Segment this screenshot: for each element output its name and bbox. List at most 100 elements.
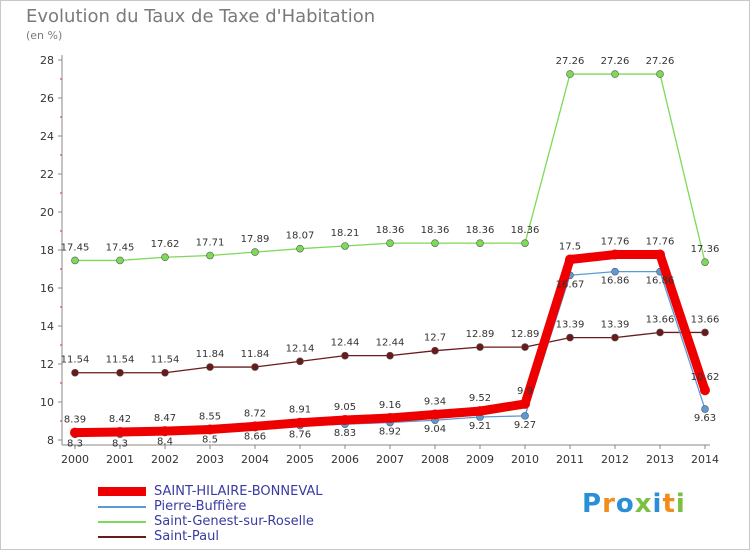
x-tick-label: 2010 (511, 453, 539, 466)
legend-label: SAINT-HILAIRE-BONNEVAL (154, 484, 323, 499)
data-label: 12.44 (376, 338, 405, 349)
data-point (161, 368, 169, 377)
data-point (521, 239, 529, 247)
data-point (700, 385, 710, 396)
data-point (611, 267, 619, 276)
data-point (656, 70, 664, 78)
data-label: 8.55 (199, 412, 221, 423)
y-tick-label: 16 (40, 282, 54, 295)
data-label: 11.54 (61, 355, 90, 366)
data-point (206, 363, 214, 371)
data-point (431, 346, 439, 355)
data-point (341, 351, 349, 360)
chart-title: Evolution du Taux de Taxe d'Habitation (26, 6, 376, 27)
data-label: 8.4 (157, 436, 173, 447)
data-point (251, 363, 259, 371)
data-label: 9.27 (514, 420, 536, 431)
data-point (71, 368, 79, 377)
data-label: 13.39 (601, 320, 630, 331)
data-label: 9.04 (424, 424, 446, 435)
data-label: 12.7 (424, 333, 446, 344)
legend-swatch (98, 505, 146, 508)
data-point (566, 70, 574, 78)
data-label: 27.26 (646, 56, 675, 67)
data-label: 9.05 (334, 402, 356, 413)
legend-label: Saint-Genest-sur-Roselle (154, 514, 314, 529)
data-label: 17.45 (61, 242, 90, 253)
logo-letter: x (634, 489, 653, 519)
x-tick-label: 2007 (376, 453, 404, 466)
data-point (295, 417, 305, 428)
logo-letter: r (602, 489, 616, 519)
logo-letter: P (582, 489, 603, 519)
data-point (385, 412, 395, 423)
chart-subtitle: (en %) (26, 29, 63, 42)
data-label: 9.21 (469, 421, 491, 432)
x-tick-label: 2000 (61, 453, 89, 466)
data-point (701, 405, 709, 413)
data-label: 8.72 (244, 408, 266, 419)
data-label: 18.36 (376, 225, 405, 236)
y-tick-label: 10 (40, 396, 54, 409)
data-point (520, 398, 530, 409)
data-label: 18.21 (331, 228, 360, 239)
x-tick-label: 2003 (196, 453, 224, 466)
legend-swatch (98, 520, 146, 523)
data-point (655, 249, 665, 260)
legend-swatch (98, 487, 146, 496)
data-label: 11.54 (106, 355, 135, 366)
data-label: 8.42 (109, 414, 131, 425)
data-point (341, 242, 349, 250)
logo-letter: t (662, 489, 676, 519)
data-point (566, 333, 574, 342)
x-tick-label: 2012 (601, 453, 629, 466)
data-label: 12.89 (511, 329, 540, 340)
data-label: 8.5 (202, 435, 218, 446)
data-label: 18.07 (286, 231, 315, 242)
data-point (250, 421, 260, 432)
y-tick-label: 20 (40, 206, 54, 219)
data-label: 11.54 (151, 355, 180, 366)
y-tick-label: 14 (40, 320, 54, 333)
y-tick-label: 8 (47, 434, 54, 447)
x-tick-label: 2006 (331, 453, 359, 466)
data-point (296, 357, 304, 366)
data-label: 17.76 (646, 237, 675, 248)
data-point (430, 409, 440, 420)
data-point (70, 427, 80, 438)
legend-label: Pierre-Buffière (154, 499, 247, 514)
data-label: 9.9 (517, 386, 533, 397)
data-point (296, 244, 304, 253)
y-tick-label: 28 (40, 54, 54, 67)
y-tick-label: 22 (40, 168, 54, 181)
data-point (476, 239, 484, 247)
data-point (475, 406, 485, 417)
data-label: 17.76 (601, 237, 630, 248)
data-label: 17.45 (106, 242, 135, 253)
data-point (251, 248, 259, 256)
data-point (116, 256, 124, 265)
data-point (610, 249, 620, 260)
y-tick-label: 26 (40, 92, 54, 105)
data-point (115, 427, 125, 438)
data-label: 17.5 (559, 242, 581, 253)
x-tick-label: 2011 (556, 453, 584, 466)
data-label: 12.14 (286, 343, 315, 354)
y-tick-label: 18 (40, 244, 54, 257)
data-label: 9.63 (694, 413, 716, 424)
data-label: 16.67 (556, 279, 585, 290)
legend-label: Saint-Paul (154, 529, 219, 544)
data-label: 27.26 (556, 56, 585, 67)
data-label: 8.92 (379, 427, 401, 438)
data-label: 27.26 (601, 56, 630, 67)
x-tick-label: 2014 (691, 453, 719, 466)
data-label: 18.36 (511, 225, 540, 236)
data-point (521, 343, 529, 351)
proxiti-logo: Proxiti (582, 489, 686, 519)
data-point (386, 239, 394, 247)
data-label: 12.44 (331, 338, 360, 349)
data-point (701, 258, 709, 266)
x-tick-label: 2008 (421, 453, 449, 466)
legend-swatch (98, 535, 146, 538)
